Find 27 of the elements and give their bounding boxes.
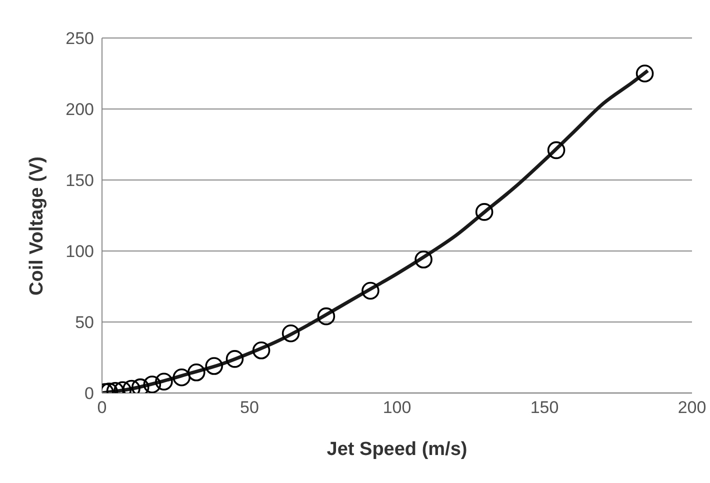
x-tick-label: 0 xyxy=(97,398,107,418)
point xyxy=(143,376,162,393)
y-tick-label: 0 xyxy=(84,384,94,404)
point xyxy=(205,357,223,375)
x-tick-label: 50 xyxy=(240,398,259,418)
point xyxy=(414,250,432,268)
y-tick-label: 200 xyxy=(66,100,94,120)
y-tick-label: 50 xyxy=(75,313,94,332)
point xyxy=(475,203,494,221)
y-tick-label: 150 xyxy=(66,171,94,190)
point xyxy=(317,307,336,326)
y-axis-title: Coil Voltage (V) xyxy=(26,156,48,296)
point xyxy=(282,324,300,342)
x-tick-label: 100 xyxy=(382,398,412,418)
y-tick-label: 100 xyxy=(66,242,94,262)
point xyxy=(226,350,244,368)
point xyxy=(636,64,654,82)
point xyxy=(172,368,191,386)
point xyxy=(155,372,173,391)
x-tick-label: 150 xyxy=(530,398,559,418)
point xyxy=(188,364,206,382)
x-axis-title: Jet Speed (m/s) xyxy=(326,439,468,460)
point xyxy=(547,141,566,160)
y-tick-label: 250 xyxy=(66,29,94,48)
point xyxy=(252,342,270,360)
point xyxy=(362,282,380,300)
x-tick-label: 200 xyxy=(678,398,706,418)
